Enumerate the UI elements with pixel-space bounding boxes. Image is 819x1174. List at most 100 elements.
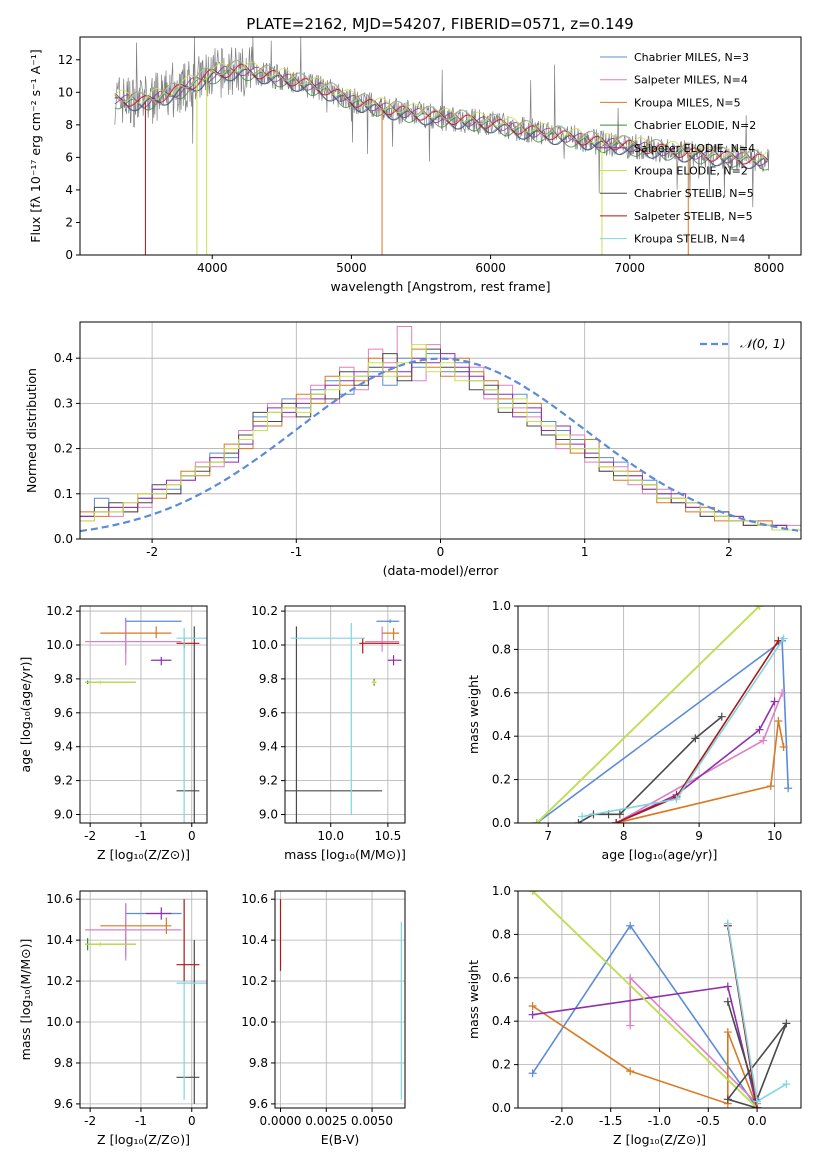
x-tick-label: 0.0 [748, 1114, 767, 1128]
weight-marker-kroupa_stelib [723, 919, 732, 928]
x-axis-label: Z [log₁₀(Z/Z⊙)] [97, 847, 190, 862]
weight-marker-chabrier_stelib [723, 1095, 732, 1104]
x-tick-label: -1 [290, 545, 302, 559]
y-tick-label: 9.6 [54, 1097, 73, 1111]
x-tick-label: 0 [437, 545, 445, 559]
weight-marker-salpeter_elodie [528, 1010, 537, 1019]
axes-weight-vs-z: -2.0 -1.5 -1.0 -0.5 0.0 0.0 0.2 0.4 0.6 0.8 1.0 Z [… [466, 884, 802, 1147]
y-tick-label: 0.1 [54, 487, 73, 501]
x-tick-label: 7000 [615, 261, 646, 275]
x-tick-label: 6000 [475, 261, 506, 275]
x-tick-label: 10 [767, 829, 782, 843]
x-tick-label: -1.5 [599, 1114, 622, 1128]
y-tick-label: 9.8 [54, 672, 73, 686]
weight-marker-chabrier_stelib [574, 819, 583, 823]
plot-area-mass-vs-ebv [279, 899, 402, 1100]
weight-line-salpeter_elodie [532, 985, 758, 1108]
legend-entry-kroupa_elodie: Kroupa ELODIE, N=2 [634, 165, 748, 178]
axes-frame [79, 36, 802, 256]
weight-marker-salpeter_stelib [612, 819, 621, 823]
y-axis-label: Flux [fλ 10⁻¹⁷ erg cm⁻² s⁻¹ A⁻¹] [28, 49, 43, 242]
y-tick-label: 10.4 [46, 933, 73, 947]
x-tick-label: -2 [84, 829, 96, 843]
y-tick-label: 12 [58, 53, 73, 67]
weight-marker-chabrier_miles [626, 921, 635, 930]
axes-residual-distribution: -2 -1 0 1 2 0.0 0.1 0.2 0.3 0.4 (data-model)/error… [24, 321, 802, 578]
weight-marker-chabrier_stelib [691, 734, 700, 743]
legend-entry-salpeter_elodie: Salpeter ELODIE, N=4 [634, 142, 755, 155]
x-axis-label: age [log₁₀(age/yr)] [602, 847, 718, 862]
weight-marker-kroupa_miles [528, 1002, 537, 1011]
y-tick-label: 0.4 [54, 351, 73, 365]
weight-marker-kroupa_elodie [532, 819, 541, 823]
model-spectrum-kroupa_stelib [114, 59, 769, 162]
y-tick-label: 0.2 [54, 442, 73, 456]
y-tick-label: 10.2 [241, 974, 268, 988]
x-tick-label: 10.0 [317, 829, 344, 843]
y-tick-label: 0.0 [492, 816, 511, 830]
x-tick-label: -2 [84, 1114, 96, 1128]
legend-entry-chabrier_stelib: Chabrier STELIB, N=5 [634, 187, 754, 200]
y-axis-label: Normed distribution [24, 368, 39, 493]
weight-marker-salpeter_elodie [770, 697, 779, 706]
weight-line-chabrier_miles [536, 639, 789, 823]
y-tick-label: 10.0 [46, 1015, 73, 1029]
weight-line-chabrier_miles [531, 924, 758, 1108]
y-tick-label: 0.2 [492, 1058, 511, 1072]
plot-area-mass-vs-z [85, 899, 207, 1104]
weight-line-salpeter_stelib [615, 640, 780, 823]
y-tick-label: 6 [65, 150, 73, 164]
weight-marker-kroupa_stelib [578, 812, 587, 821]
y-tick-label: 0.0 [492, 1101, 511, 1115]
x-tick-label: -2 [146, 545, 158, 559]
y-axis-label: mass weight [466, 675, 481, 754]
y-tick-label: 0.4 [492, 729, 511, 743]
axes-frame [79, 605, 208, 824]
y-tick-label: 4 [65, 183, 73, 197]
y-tick-label: 9.4 [259, 740, 278, 754]
x-tick-label: 0.0000 [259, 1114, 301, 1128]
figure-title: PLATE=2162, MJD=54207, FIBERID=0571, z=0… [246, 15, 633, 33]
weight-marker-kroupa_elodie [528, 891, 537, 895]
weight-marker-salpeter_miles [626, 973, 635, 982]
legend-entry-kroupa_stelib: Kroupa STELIB, N=4 [634, 233, 745, 246]
weight-marker-kroupa_miles [766, 782, 775, 791]
plot-area-residual-distribution [80, 326, 801, 539]
x-tick-label: 7 [544, 829, 552, 843]
model-spectrum-chabrier_elodie [114, 69, 769, 171]
y-axis-label: mass weight [466, 960, 481, 1039]
x-tick-label: 2 [725, 545, 733, 559]
axes-weight-vs-age: 7 8 9 10 0.0 0.2 0.4 0.6 0.8 1.0 age [log₁₀(age/yr… [466, 599, 802, 862]
x-tick-label: 9 [695, 829, 703, 843]
axes-frame [517, 605, 802, 824]
weight-marker-chabrier_stelib [723, 997, 732, 1006]
weight-marker-chabrier_stelib [717, 712, 726, 721]
weight-line-chabrier_stelib [578, 716, 723, 823]
plot-area-age-vs-mass [285, 619, 402, 823]
y-tick-label: 0.2 [492, 773, 511, 787]
y-tick-label: 9.0 [54, 808, 73, 822]
y-tick-label: 10.0 [241, 1015, 268, 1029]
y-tick-label: 0.0 [54, 532, 73, 546]
weight-marker-chabrier_miles [784, 784, 793, 793]
axes-spectrum: 4000 5000 6000 7000 8000 0 2 4 6 8 10 12 wavelength … [28, 36, 802, 294]
weight-marker-kroupa_stelib [672, 795, 681, 804]
weight-marker-salpeter_miles [778, 688, 787, 697]
axes-mass-vs-ebv: 0.0000 0.0025 0.0050 9.6 9.8 10.0 10.2 10.4 10.6… [241, 890, 406, 1147]
residual-histogram-kroupa_elodie [80, 344, 801, 539]
x-axis-label: (data-model)/error [383, 563, 500, 578]
x-axis-label: E(B-V) [321, 1132, 360, 1147]
axes-frame [79, 890, 208, 1109]
weight-marker-salpeter_miles [626, 1021, 635, 1030]
x-tick-label: -1.0 [648, 1114, 671, 1128]
y-tick-label: 1.0 [492, 599, 511, 613]
y-tick-label: 10.0 [251, 638, 278, 652]
y-tick-label: 0.8 [492, 642, 511, 656]
x-tick-label: 0 [188, 829, 196, 843]
x-tick-label: 1 [581, 545, 589, 559]
model-spectrum-kroupa_elodie [114, 61, 769, 162]
y-tick-label: 0.3 [54, 396, 73, 410]
x-tick-label: 0.0025 [305, 1114, 347, 1128]
axes-age-vs-mass: 10.0 10.5 9.0 9.2 9.4 9.6 9.8 10.0 10.2 mass [log… [251, 604, 406, 862]
y-tick-label: 10.6 [241, 892, 268, 906]
